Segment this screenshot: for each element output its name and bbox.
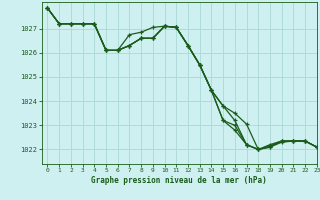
- X-axis label: Graphe pression niveau de la mer (hPa): Graphe pression niveau de la mer (hPa): [91, 176, 267, 185]
